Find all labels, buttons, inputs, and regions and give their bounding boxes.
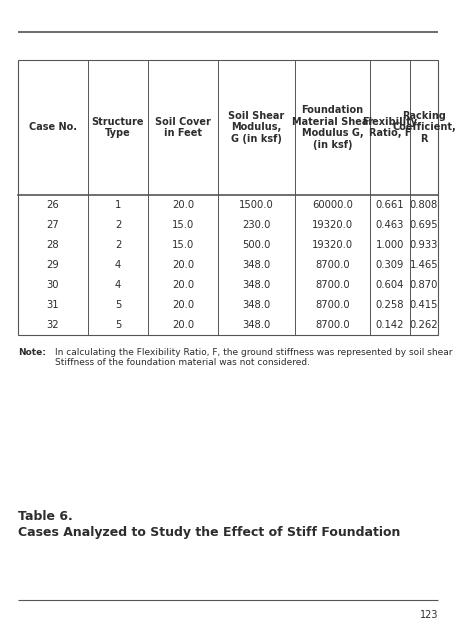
- Text: 1.000: 1.000: [376, 240, 404, 250]
- Text: 8700.0: 8700.0: [315, 320, 350, 330]
- Text: 5: 5: [115, 320, 121, 330]
- Text: Structure
Type: Structure Type: [92, 116, 144, 138]
- Text: 19320.0: 19320.0: [312, 220, 353, 230]
- Text: 27: 27: [46, 220, 59, 230]
- Text: 5: 5: [115, 300, 121, 310]
- Text: Table 6.: Table 6.: [18, 510, 73, 523]
- Text: 0.142: 0.142: [376, 320, 404, 330]
- Text: 348.0: 348.0: [243, 320, 271, 330]
- Text: 29: 29: [46, 260, 59, 270]
- Text: 60000.0: 60000.0: [312, 200, 353, 210]
- Text: Flexibility
Ratio, F: Flexibility Ratio, F: [363, 116, 418, 138]
- Text: 0.695: 0.695: [410, 220, 438, 230]
- Text: 30: 30: [47, 280, 59, 290]
- Text: 1.465: 1.465: [410, 260, 438, 270]
- Text: 0.933: 0.933: [410, 240, 438, 250]
- Text: 8700.0: 8700.0: [315, 260, 350, 270]
- Text: 20.0: 20.0: [172, 200, 194, 210]
- Text: Soil Shear
Modulus,
G (in ksf): Soil Shear Modulus, G (in ksf): [228, 111, 285, 144]
- Text: 500.0: 500.0: [243, 240, 271, 250]
- Text: 0.415: 0.415: [410, 300, 438, 310]
- Text: 4: 4: [115, 280, 121, 290]
- Text: 19320.0: 19320.0: [312, 240, 353, 250]
- Text: 20.0: 20.0: [172, 320, 194, 330]
- Text: 1500.0: 1500.0: [239, 200, 274, 210]
- Text: 8700.0: 8700.0: [315, 300, 350, 310]
- Text: 2: 2: [115, 220, 121, 230]
- Text: Soil Cover
in Feet: Soil Cover in Feet: [155, 116, 211, 138]
- Text: Foundation
Material Shear
Modulus G,
(in ksf): Foundation Material Shear Modulus G, (in…: [292, 105, 373, 150]
- Text: Racking
Coefficient,
R: Racking Coefficient, R: [392, 111, 455, 144]
- Text: 0.661: 0.661: [376, 200, 404, 210]
- Text: 31: 31: [47, 300, 59, 310]
- Text: 4: 4: [115, 260, 121, 270]
- Text: 0.870: 0.870: [410, 280, 438, 290]
- Text: 32: 32: [47, 320, 59, 330]
- Text: 348.0: 348.0: [243, 300, 271, 310]
- Text: 28: 28: [47, 240, 59, 250]
- Text: 348.0: 348.0: [243, 260, 271, 270]
- Text: 26: 26: [46, 200, 59, 210]
- Text: 20.0: 20.0: [172, 280, 194, 290]
- Text: 8700.0: 8700.0: [315, 280, 350, 290]
- Text: 20.0: 20.0: [172, 260, 194, 270]
- Text: In calculating the Flexibility Ratio, F, the ground stiffness was represented by: In calculating the Flexibility Ratio, F,…: [55, 348, 455, 367]
- Text: 1: 1: [115, 200, 121, 210]
- Text: Note:: Note:: [18, 348, 46, 357]
- Bar: [18, 60, 438, 335]
- Text: 348.0: 348.0: [243, 280, 271, 290]
- Text: 0.463: 0.463: [376, 220, 404, 230]
- Text: Cases Analyzed to Study the Effect of Stiff Foundation: Cases Analyzed to Study the Effect of St…: [18, 526, 400, 539]
- Text: 0.604: 0.604: [376, 280, 404, 290]
- Text: Case No.: Case No.: [29, 122, 77, 132]
- Text: 20.0: 20.0: [172, 300, 194, 310]
- Text: 0.808: 0.808: [410, 200, 438, 210]
- Text: 0.309: 0.309: [376, 260, 404, 270]
- Text: 0.262: 0.262: [410, 320, 438, 330]
- Text: 0.258: 0.258: [376, 300, 404, 310]
- Text: 123: 123: [420, 610, 438, 620]
- Text: 15.0: 15.0: [172, 220, 194, 230]
- Text: 2: 2: [115, 240, 121, 250]
- Text: 15.0: 15.0: [172, 240, 194, 250]
- Text: 230.0: 230.0: [243, 220, 271, 230]
